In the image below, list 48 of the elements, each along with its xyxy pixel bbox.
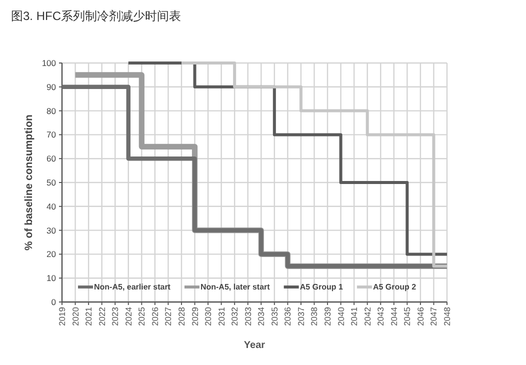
x-tick-label: 2023 bbox=[110, 306, 120, 326]
x-tick-label: 2019 bbox=[57, 306, 67, 326]
y-tick-label: 20 bbox=[46, 249, 56, 260]
y-tick-label: 70 bbox=[46, 130, 56, 140]
x-tick-label: 2037 bbox=[296, 306, 306, 326]
x-tick-label: 2029 bbox=[190, 306, 200, 326]
x-tick-label: 2046 bbox=[415, 306, 426, 326]
x-tick-label: 2032 bbox=[230, 306, 240, 326]
legend-label: Non-A5, later start bbox=[200, 282, 270, 292]
x-tick-label: 2039 bbox=[322, 306, 333, 326]
y-tick-label: 40 bbox=[46, 201, 56, 212]
x-tick-label: 2021 bbox=[84, 306, 94, 326]
x-tick-label: 2030 bbox=[203, 306, 214, 326]
y-tick-label: 90 bbox=[46, 82, 56, 92]
x-tick-label: 2048 bbox=[442, 306, 452, 326]
x-tick-label: 2034 bbox=[256, 306, 266, 326]
x-tick-label: 2026 bbox=[150, 306, 160, 326]
x-tick-label: 2036 bbox=[282, 306, 293, 326]
x-tick-label: 2041 bbox=[349, 306, 360, 326]
x-tick-label: 2022 bbox=[96, 306, 107, 326]
x-tick-label: 2045 bbox=[402, 306, 412, 326]
legend-label: A5 Group 1 bbox=[300, 282, 344, 292]
x-tick-label: 2042 bbox=[362, 306, 372, 326]
x-tick-label: 2043 bbox=[376, 306, 386, 326]
x-tick-label: 2031 bbox=[216, 306, 226, 326]
x-tick-label: 2035 bbox=[269, 306, 280, 326]
y-axis-title: % of baseline consumption bbox=[23, 114, 35, 250]
x-axis-title: Year bbox=[244, 340, 266, 351]
x-tick-label: 2027 bbox=[163, 306, 174, 326]
y-tick-label: 30 bbox=[46, 225, 56, 236]
x-tick-label: 2020 bbox=[70, 306, 80, 326]
x-tick-label: 2025 bbox=[136, 306, 147, 326]
x-tick-label: 2047 bbox=[428, 306, 439, 326]
y-tick-label: 0 bbox=[51, 297, 56, 307]
x-tick-label: 2038 bbox=[309, 306, 320, 326]
legend-label: A5 Group 2 bbox=[372, 282, 417, 292]
legend-label: Non-A5, earlier start bbox=[94, 282, 171, 292]
y-tick-label: 100 bbox=[42, 58, 56, 68]
x-tick-label: 2028 bbox=[176, 306, 186, 326]
y-tick-label: 10 bbox=[46, 273, 56, 284]
y-tick-label: 60 bbox=[46, 154, 56, 164]
chart-title: 图3. HFC系列制冷剂减少时间表 bbox=[11, 9, 182, 23]
x-tick-label: 2040 bbox=[336, 306, 346, 326]
y-tick-label: 80 bbox=[46, 106, 56, 116]
x-tick-label: 2033 bbox=[242, 306, 253, 326]
y-tick-label: 50 bbox=[46, 178, 56, 188]
x-tick-label: 2024 bbox=[123, 306, 134, 326]
x-tick-label: 2044 bbox=[388, 306, 399, 326]
